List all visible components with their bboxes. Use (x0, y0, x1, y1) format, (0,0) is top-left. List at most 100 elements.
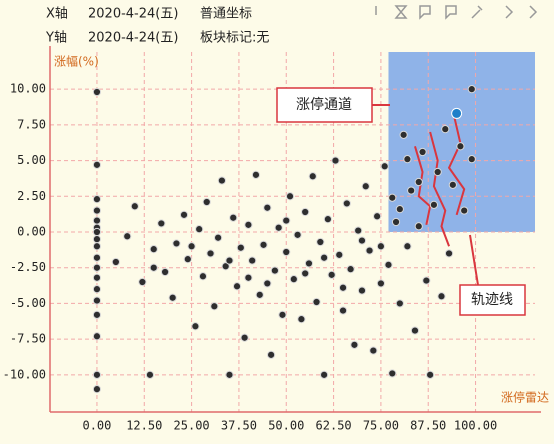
tool-icon[interactable] (529, 5, 538, 19)
scatter-point (145, 370, 155, 379)
scatter-point (248, 256, 257, 265)
scatter-point (92, 310, 102, 319)
scatter-point (92, 206, 102, 215)
scatter-point (441, 125, 450, 134)
scatter-point (255, 290, 264, 299)
x-tick-label: 100.00 (454, 419, 497, 433)
y-tick-label: 7.50 (17, 117, 46, 131)
scatter-point (123, 232, 132, 241)
x-tick-label: 12.50 (126, 419, 162, 433)
scatter-point (92, 285, 102, 294)
scatter-point (92, 263, 102, 272)
scatter-point (111, 257, 120, 267)
scatter-point (195, 225, 204, 234)
scatter-point (320, 370, 329, 379)
scatter-point (187, 242, 196, 251)
scatter-point (183, 255, 192, 264)
y-axis-label: 涨幅(%) (54, 54, 99, 69)
scatter-point (267, 350, 276, 359)
scatter-point (232, 282, 242, 291)
scatter-point (210, 302, 219, 311)
x-tick-label: 75.00 (363, 419, 399, 433)
scatter-point (323, 215, 333, 224)
scatter-point (380, 162, 389, 171)
header-y-date: 2020-4-24(五) (88, 31, 178, 46)
scatter-point (410, 326, 420, 335)
scatter-point (346, 265, 355, 274)
scatter-point (384, 260, 393, 269)
scatter-point (312, 297, 321, 307)
callout-arrow (469, 234, 479, 286)
y-tick-label: -5.00 (10, 296, 46, 310)
scatter-point (92, 253, 102, 262)
header-x-axis: X轴 (46, 7, 68, 22)
scatter-point (376, 242, 386, 251)
header-x-date: 2020-4-24(五) (88, 7, 178, 22)
tool-icon[interactable] (419, 5, 431, 20)
y-tick-label: 2.50 (17, 189, 46, 203)
scatter-point (202, 197, 211, 207)
y-tick-label: 10.00 (10, 82, 46, 96)
scatter-point (259, 240, 268, 249)
tool-icon[interactable] (505, 5, 514, 19)
tool-icon[interactable] (471, 5, 483, 19)
scatter-point (444, 249, 454, 258)
scatter-point (422, 276, 431, 285)
callout-text: 涨停通道 (296, 96, 352, 113)
scatter-point (467, 85, 476, 94)
scatter-point (270, 266, 279, 275)
toolbar (375, 5, 538, 20)
trail-line (429, 131, 450, 247)
scatter-point (437, 292, 446, 301)
scatter-point (331, 156, 340, 165)
scatter-point (365, 246, 374, 255)
scatter-point (403, 155, 412, 164)
tool-icon[interactable] (394, 5, 408, 19)
scatter-point (448, 180, 457, 189)
scatter-point (282, 247, 291, 257)
scatter-point (92, 160, 102, 169)
y-tick-label: 0.00 (17, 225, 46, 239)
scatter-point (251, 170, 261, 179)
scatter-point (274, 223, 283, 232)
scatter-point (191, 322, 200, 331)
scatter-point (320, 253, 329, 262)
scatter-point (399, 130, 408, 139)
scatter-point (293, 230, 302, 239)
x-tick-label: 25.00 (174, 419, 210, 433)
scatter-point (373, 212, 382, 221)
scatter-point (225, 256, 234, 265)
scatter-point (429, 200, 439, 209)
scatter-point (92, 227, 102, 237)
tool-icon[interactable] (445, 5, 457, 20)
scatter-point (278, 310, 287, 319)
scatter-point (297, 315, 306, 324)
callout-box (276, 87, 373, 123)
scatter-point (92, 195, 102, 204)
scatter-point (217, 176, 226, 185)
scatter-point (172, 239, 181, 248)
scatter-point (157, 219, 166, 228)
scatter-point (395, 299, 404, 308)
scatter-point (240, 333, 249, 342)
scatter-point (301, 207, 310, 217)
scatter-point (361, 182, 370, 191)
scatter-point (244, 220, 253, 229)
scatter-point (376, 279, 386, 288)
y-tick-label: 5.00 (17, 153, 46, 167)
scatter-point (214, 233, 223, 242)
scatter-point (92, 235, 102, 244)
plot: 0.00 12.50 25.00 37.50 50.00 62.50 75.00 87.50 1… (3, 46, 549, 433)
scatter-point (403, 242, 412, 251)
scatter-point (236, 243, 245, 252)
scatter-point (285, 192, 295, 201)
scatter-point (456, 142, 465, 151)
x-tick-label: 50.00 (268, 419, 304, 433)
x-tick-label: 62.50 (316, 419, 352, 433)
scatter-point (418, 147, 427, 157)
scatter-point (92, 385, 102, 394)
scatter-point (92, 242, 102, 251)
scatter-point (338, 306, 348, 315)
scatter-point (168, 293, 177, 302)
x-axis-label: 涨停雷达 (501, 390, 549, 405)
